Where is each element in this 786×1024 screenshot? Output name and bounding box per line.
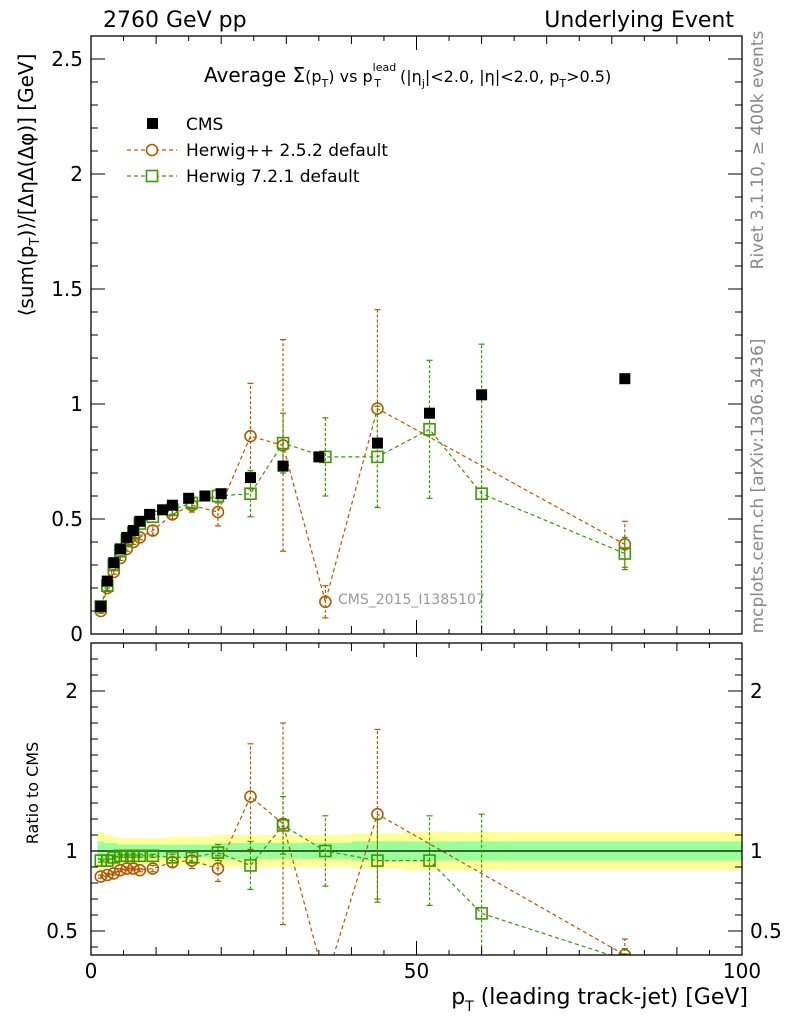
data-point: [100, 854, 114, 867]
x-axis-label: pT (leading track-jet) [GeV]: [451, 985, 748, 1015]
legend: CMS Herwig++ 2.5.2 default Herwig 7.2.1 …: [127, 115, 388, 187]
cms-point: [144, 508, 156, 520]
y-tick-label: 0.5: [51, 507, 83, 531]
data-point: [319, 595, 332, 609]
data-point: [423, 422, 436, 436]
series-line: [100, 824, 612, 955]
rivet-label: Rivet 3.1.10, ≥ 400k events: [748, 31, 768, 270]
ratio-frame: [90, 642, 743, 956]
cms-point: [114, 543, 126, 555]
data-point: [133, 863, 147, 877]
cms-point: [215, 488, 227, 500]
data-point: [166, 851, 179, 864]
data-point: [211, 505, 225, 519]
data-point: [146, 524, 160, 537]
data-point: [618, 547, 632, 560]
ratio-y-tick-label: 2: [65, 679, 78, 703]
header-right: Underlying Event: [544, 8, 734, 33]
data-point: [276, 436, 290, 450]
data-point: [371, 402, 384, 415]
x-tick-label: 50: [404, 959, 429, 983]
cms-point: [476, 389, 488, 401]
y-tick-label: 2.5: [51, 47, 83, 71]
cms-point: [619, 373, 631, 385]
data-point: [276, 819, 290, 832]
main-title: Average Σ(pT) vs plead T (|ηj|<2.0, |η|<2…: [204, 61, 611, 90]
data-point: [185, 851, 199, 864]
y-tick-label: 2: [70, 162, 83, 186]
legend-label-cms: CMS: [186, 115, 223, 135]
series-line: [100, 795, 626, 955]
data-point: [371, 807, 384, 821]
x-tick-label: 0: [85, 959, 98, 983]
data-point: [211, 846, 225, 859]
data-point: [244, 790, 257, 803]
legend-label-herwig7: Herwig 7.2.1 default: [186, 167, 360, 187]
cms-point: [199, 490, 211, 502]
data-point: [146, 862, 160, 875]
mcplots-label: mcplots.cern.ch [arXiv:1306.3436]: [748, 339, 768, 634]
ratio-y-tick-label: 1: [65, 839, 78, 863]
data-point: [320, 977, 331, 988]
cms-point: [166, 499, 178, 511]
legend-marker-herwig7: [145, 169, 159, 183]
main-y-label: ⟨sum(pT)⟩/[ΔηΔ(Δφ)] [GeV]: [14, 54, 43, 317]
data-point: [319, 844, 332, 858]
y-tick-label: 1.5: [51, 277, 83, 301]
cms-point: [277, 460, 289, 472]
data-point: [244, 859, 257, 872]
legend-label-herwigpp: Herwig++ 2.5.2 default: [186, 141, 388, 161]
series-line: [100, 428, 626, 607]
data-point: [618, 953, 632, 955]
y-tick-label: 1: [70, 392, 83, 416]
cms-point: [127, 525, 139, 536]
x-tick-label: 100: [723, 959, 761, 983]
cms-point: [95, 600, 107, 612]
legend-marker-herwigpp: [145, 143, 159, 157]
data-point: [371, 854, 384, 867]
ratio-y-label: Ratio to CMS: [23, 742, 42, 844]
cms-point: [424, 407, 436, 419]
data-point: [244, 429, 257, 443]
ratio-y-tick-label-right: 0.5: [750, 919, 782, 943]
data-point: [120, 862, 134, 875]
cms-point: [371, 437, 383, 449]
data-point: [146, 849, 160, 863]
data-point: [211, 862, 225, 875]
cms-point: [101, 575, 113, 587]
data-point: [107, 867, 121, 880]
data-point: [127, 849, 140, 863]
data-point: [371, 450, 384, 464]
data-point: [475, 487, 488, 501]
series-line: [100, 407, 626, 612]
data-point: [120, 849, 134, 863]
cms-point: [121, 531, 133, 543]
cms-point: [244, 472, 256, 484]
cms-point: [108, 557, 120, 569]
ratio-y-tick-label: 0.5: [46, 919, 78, 943]
data-point: [94, 854, 108, 867]
data-point: [133, 849, 147, 863]
ratio-data: [94, 722, 632, 988]
axes: 0 50 100 0 0.5 1 1.5 2 2.5 0.5 0.5 1 1 2 2: [46, 35, 782, 983]
ratio-y-tick-label-right: 1: [750, 839, 763, 863]
cms-point: [134, 515, 146, 527]
cms-point: [313, 451, 325, 463]
cms-point: [157, 504, 169, 516]
data-point: [113, 849, 127, 863]
main-data: [94, 309, 632, 634]
y-tick-label: 0: [70, 622, 83, 646]
data-point: [423, 854, 436, 867]
data-point: [133, 531, 147, 544]
header-left: 2760 GeV pp: [103, 8, 247, 33]
cms-point: [183, 492, 195, 504]
data-point: [244, 487, 257, 501]
ratio-y-tick-label-right: 2: [750, 679, 763, 703]
analysis-tag: CMS_2015_I1385107: [338, 592, 485, 608]
legend-marker-cms: [147, 118, 158, 129]
data-point: [475, 907, 488, 920]
